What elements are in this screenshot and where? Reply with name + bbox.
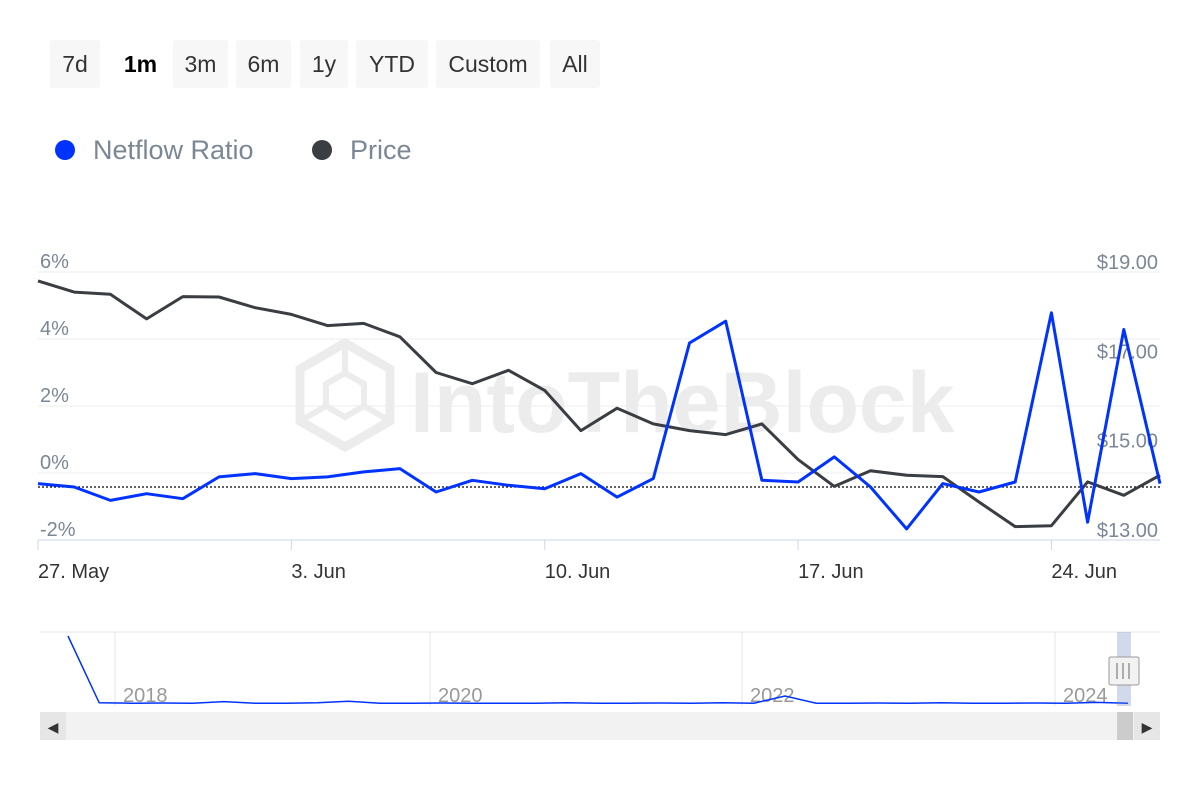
y-left-tick-label: 2% (40, 385, 69, 407)
legend-item-price[interactable]: Price (312, 130, 412, 170)
scroll-left-arrow-icon[interactable]: ◀ (48, 720, 59, 736)
range-all-button[interactable]: All (550, 40, 600, 88)
y-left-tick-label: 6% (40, 251, 69, 273)
range-ytd-button[interactable]: YTD (356, 40, 428, 88)
range-7d-button[interactable]: 7d (50, 40, 100, 88)
watermark: IntoTheBlock (295, 337, 955, 453)
x-tick-label: 24. Jun (1051, 561, 1117, 583)
navigator-year-label: 2024 (1063, 685, 1108, 707)
navigator-year-label: 2020 (438, 685, 483, 707)
legend-label: Netflow Ratio (93, 135, 254, 165)
range-1y-button[interactable]: 1y (300, 40, 348, 88)
range-6m-button[interactable]: 6m (236, 40, 291, 88)
scrollbar-thumb[interactable] (1117, 712, 1133, 740)
navigator: 2018 2020 2022 2024 (40, 631, 1160, 707)
navigator-year-label: 2018 (123, 685, 168, 707)
x-tick-label: 17. Jun (798, 561, 864, 583)
scrollbar-right-button[interactable] (1134, 712, 1160, 740)
scrollbar[interactable]: ◀ ▶ (40, 712, 1160, 740)
y-right-tick-label: $19.00 (1097, 252, 1158, 274)
scrollbar-track[interactable] (40, 712, 1160, 740)
y-right-tick-label: $15.00 (1097, 431, 1158, 453)
y-right-tick-label: $17.00 (1097, 341, 1158, 363)
series-line-netflow-ratio (37, 311, 1162, 531)
y-left-tick-label: 0% (40, 452, 69, 474)
range-1m-button[interactable]: 1m (113, 40, 168, 88)
y-left-tick-label: -2% (40, 519, 76, 541)
legend-dot-icon (55, 139, 75, 160)
navigator-handle[interactable] (1108, 656, 1140, 686)
series-line-price (37, 279, 1161, 529)
scrollbar-left-button[interactable] (40, 712, 66, 740)
legend-item-netflow-ratio[interactable]: Netflow Ratio (55, 130, 254, 170)
y-right-tick-label: $13.00 (1097, 520, 1158, 542)
y-left-tick-label: 4% (40, 318, 69, 340)
x-tick-label: 10. Jun (545, 561, 611, 583)
legend-label: Price (350, 135, 412, 165)
range-3m-button[interactable]: 3m (173, 40, 228, 88)
watermark-logo-icon (295, 337, 395, 453)
x-tick-label: 27. May (38, 561, 109, 583)
legend-dot-icon (312, 139, 332, 160)
navigator-series-line (67, 635, 1129, 704)
scroll-right-arrow-icon[interactable]: ▶ (1142, 720, 1153, 736)
x-tick-label: 3. Jun (291, 561, 345, 583)
range-custom-button[interactable]: Custom (436, 40, 540, 88)
